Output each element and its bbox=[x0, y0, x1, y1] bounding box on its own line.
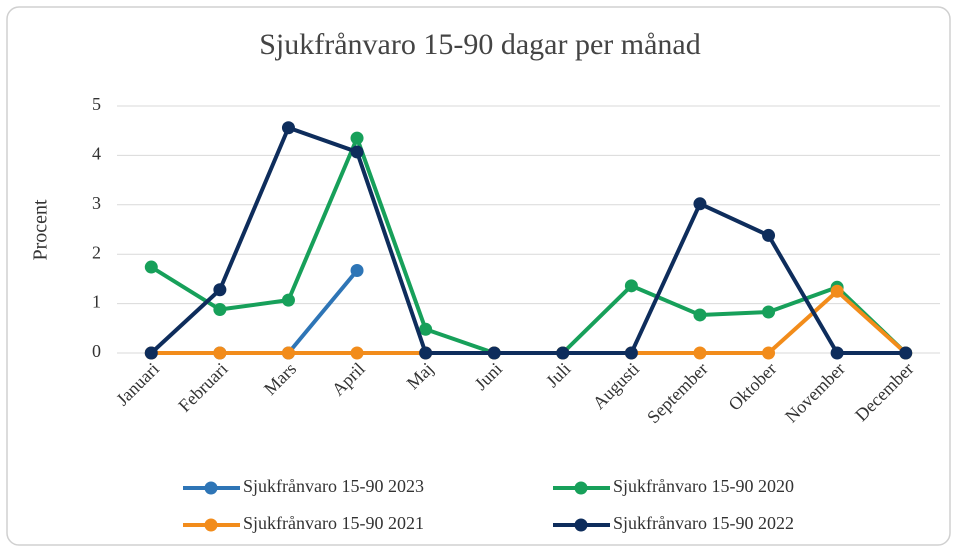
chart-frame bbox=[6, 6, 951, 546]
point bbox=[350, 264, 364, 278]
point bbox=[419, 322, 433, 336]
legend-marker bbox=[574, 518, 588, 532]
series-line bbox=[149, 125, 906, 355]
point bbox=[762, 346, 776, 360]
y-tick-label: 2 bbox=[92, 242, 101, 262]
legend-marker bbox=[574, 481, 588, 495]
point bbox=[213, 303, 227, 317]
y-tick-label: 0 bbox=[92, 341, 101, 361]
point bbox=[693, 346, 707, 360]
point bbox=[213, 346, 227, 360]
point bbox=[350, 346, 364, 360]
point bbox=[899, 346, 913, 360]
point bbox=[762, 305, 776, 319]
point bbox=[281, 121, 295, 135]
y-tick-label: 4 bbox=[92, 144, 101, 164]
legend-label: Sjukfrånvaro 15-90 2020 bbox=[613, 476, 794, 496]
point bbox=[350, 145, 364, 159]
point bbox=[281, 293, 295, 307]
chart-title: Sjukfrånvaro 15-90 dagar per månad bbox=[259, 28, 701, 61]
point bbox=[144, 260, 158, 274]
point bbox=[762, 228, 776, 242]
legend-marker bbox=[204, 481, 218, 495]
y-tick-label: 5 bbox=[92, 94, 101, 114]
point bbox=[624, 346, 638, 360]
point bbox=[624, 279, 638, 293]
point bbox=[281, 346, 295, 360]
legend-label: Sjukfrånvaro 15-90 2023 bbox=[243, 476, 424, 496]
point bbox=[693, 308, 707, 322]
y-axis-label: Procent bbox=[30, 199, 52, 261]
point bbox=[213, 283, 227, 297]
legend-marker bbox=[204, 518, 218, 532]
y-tick-label: 3 bbox=[92, 193, 101, 213]
point bbox=[419, 346, 433, 360]
point bbox=[556, 346, 570, 360]
point bbox=[830, 346, 844, 360]
y-tick-label: 1 bbox=[92, 292, 101, 312]
legend-label: Sjukfrånvaro 15-90 2022 bbox=[613, 513, 794, 533]
legend-label: Sjukfrånvaro 15-90 2021 bbox=[243, 513, 424, 533]
point bbox=[487, 346, 501, 360]
point bbox=[830, 284, 844, 298]
point bbox=[350, 131, 364, 145]
point bbox=[693, 197, 707, 211]
point bbox=[144, 346, 158, 360]
